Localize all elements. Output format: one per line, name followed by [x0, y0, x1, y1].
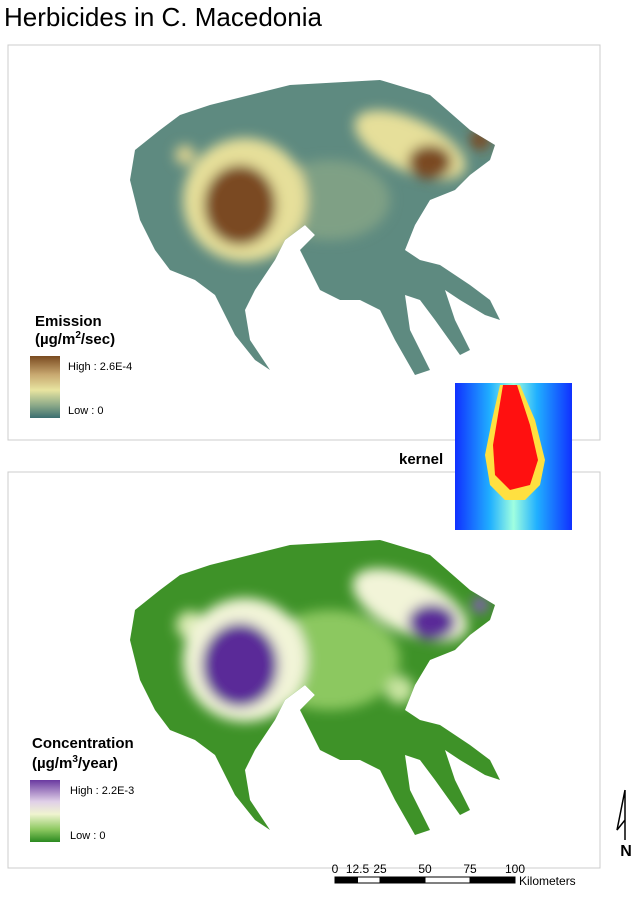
unit-exponent: 3	[72, 754, 78, 765]
legend-title: Emission	[35, 313, 102, 330]
concentration-frame	[7, 471, 601, 869]
unit-suffix: /sec)	[81, 331, 115, 348]
concentration-map	[130, 540, 500, 835]
scale-tick-label: 75	[463, 862, 477, 876]
emission-map	[130, 80, 500, 375]
legend-swatch	[30, 780, 60, 842]
scale-segment	[380, 877, 425, 883]
page-title: Herbicides in C. Macedonia	[4, 2, 322, 32]
legend-high: High : 2.2E-3	[70, 785, 134, 797]
emission-frame	[7, 44, 601, 441]
legend-title: Concentration	[32, 735, 134, 752]
kernel-inset	[455, 383, 572, 530]
legend-low: Low : 0	[70, 830, 105, 842]
legend-unit: (µg/m3/year)	[32, 754, 118, 772]
legend-swatch	[30, 356, 60, 418]
scale-segment	[335, 877, 358, 883]
scale-tick-label: 50	[418, 862, 432, 876]
unit-suffix: /year)	[78, 755, 118, 772]
unit-prefix: (µg/m	[35, 331, 75, 348]
scale-tick-label: 25	[373, 862, 387, 876]
legend-low: Low : 0	[68, 405, 103, 417]
legend-high: High : 2.6E-4	[68, 361, 132, 373]
scale-tick-label: 100	[505, 862, 525, 876]
scale-tick-label: 0	[332, 862, 339, 876]
legend-unit: (µg/m2/sec)	[35, 330, 115, 348]
north-arrow	[616, 789, 626, 840]
unit-exponent: 2	[75, 330, 81, 341]
scale-unit: Kilometers	[519, 874, 576, 888]
north-label: N	[620, 843, 632, 860]
scale-segment	[470, 877, 515, 883]
kernel-label: kernel	[399, 451, 443, 468]
unit-prefix: (µg/m	[32, 755, 72, 772]
scale-tick-label: 12.5	[346, 862, 370, 876]
